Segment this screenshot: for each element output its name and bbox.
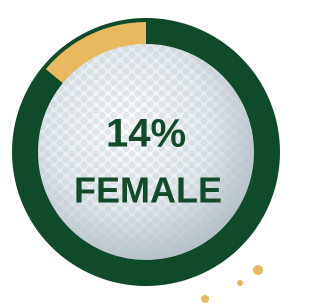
decor-dot xyxy=(201,295,209,303)
decor-dot xyxy=(253,265,263,275)
chart: 14% FEMALE xyxy=(0,0,285,303)
decor-dot xyxy=(237,280,243,286)
category-label: FEMALE xyxy=(74,170,222,211)
value-label: 14% xyxy=(106,112,186,156)
